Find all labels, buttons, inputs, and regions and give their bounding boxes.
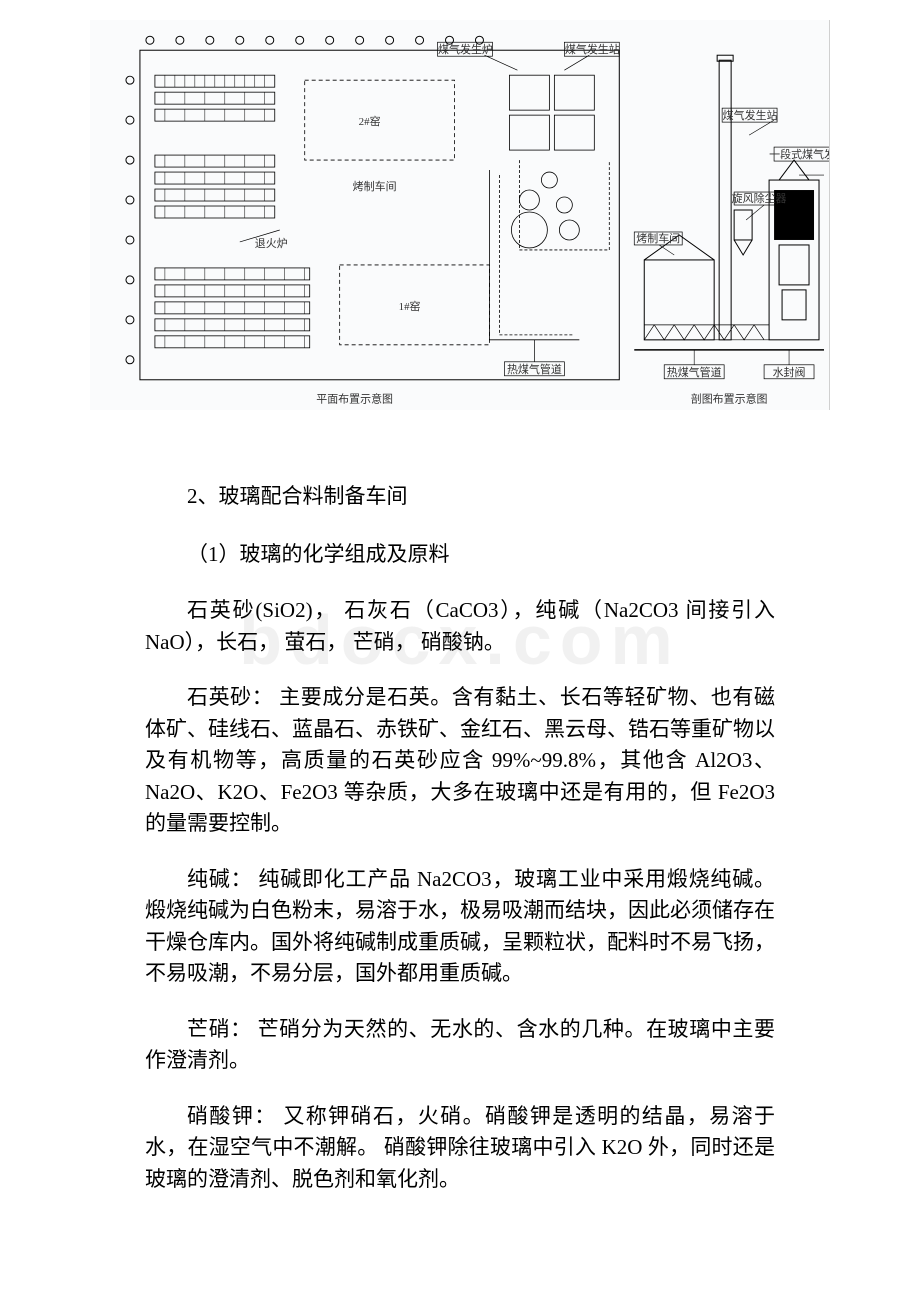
baking-shop-label: 烤制车间: [353, 179, 397, 193]
hot-gas-pipe-label: 热煤气管道: [507, 362, 562, 376]
gas-furnace-label: 煤气发生炉: [438, 42, 493, 56]
hot-gas-pipe-label-2: 热煤气管道: [667, 365, 722, 379]
paragraph-1: 石英砂(SiO2)， 石灰石（CaCO3），纯碱（Na2CO3 间接引入 NaO…: [145, 595, 775, 658]
layout-diagram: 2#窑 1#窑 烤制车间 退火炉: [90, 20, 830, 410]
paragraph-2: 石英砂： 主要成分是石英。含有黏土、长石等轻矿物、也有磁体矿、硅线石、蓝晶石、赤…: [145, 682, 775, 840]
baking-shop-label-2: 烤制车间: [636, 231, 680, 245]
heading-2: 2、玻璃配合料制备车间: [145, 480, 775, 514]
gas-station-label: 煤气发生站: [565, 42, 620, 56]
single-stage-label: 一段式煤气发生炉: [769, 147, 829, 161]
kiln2-label: 2#窑: [359, 114, 381, 128]
diagram-svg: 2#窑 1#窑 烤制车间 退火炉: [90, 20, 829, 410]
water-seal-label: 水封阀: [773, 365, 806, 379]
section-view: 煤气发生站 一段式煤气发生炉 旋风除尘器 烤制车间 热煤气管道 水封阀 剖图布置…: [634, 55, 829, 406]
cyclone-label: 旋风除尘器: [732, 191, 787, 205]
plan-view: 2#窑 1#窑 烤制车间 退火炉: [126, 36, 620, 406]
paragraph-4: 芒硝： 芒硝分为天然的、无水的、含水的几种。在玻璃中主要作澄清剂。: [145, 1014, 775, 1077]
subheading-1: （1）玻璃的化学组成及原料: [145, 538, 775, 572]
paragraph-5: 硝酸钾： 又称钾硝石，火硝。硝酸钾是透明的结晶，易溶于水，在湿空气中不潮解。 硝…: [145, 1101, 775, 1196]
document-body: 2、玻璃配合料制备车间 （1）玻璃的化学组成及原料 石英砂(SiO2)， 石灰石…: [0, 480, 920, 1259]
annealing-label: 退火炉: [255, 237, 288, 250]
plan-caption: 平面布置示意图: [316, 392, 393, 406]
paragraph-3: 纯碱： 纯碱即化工产品 Na2CO3，玻璃工业中采用煅烧纯碱。煅烧纯碱为白色粉末…: [145, 864, 775, 990]
section-caption: 剖图布置示意图: [691, 392, 768, 406]
kiln1-label: 1#窑: [399, 299, 421, 313]
gas-station-label-2: 煤气发生站: [723, 108, 778, 122]
